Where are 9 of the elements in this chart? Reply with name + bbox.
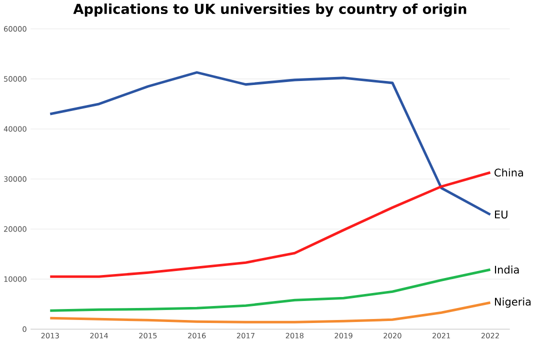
line-series [48,268,492,312]
line-series [48,71,492,216]
series-label: EU [495,210,508,218]
series-label: India [495,266,519,274]
series-label: China [494,168,523,177]
line-series [48,171,492,278]
series-label: Nigeria [495,298,531,308]
line-series [48,301,492,324]
chart-title: Applications to UK universities by country of origin [73,4,466,17]
